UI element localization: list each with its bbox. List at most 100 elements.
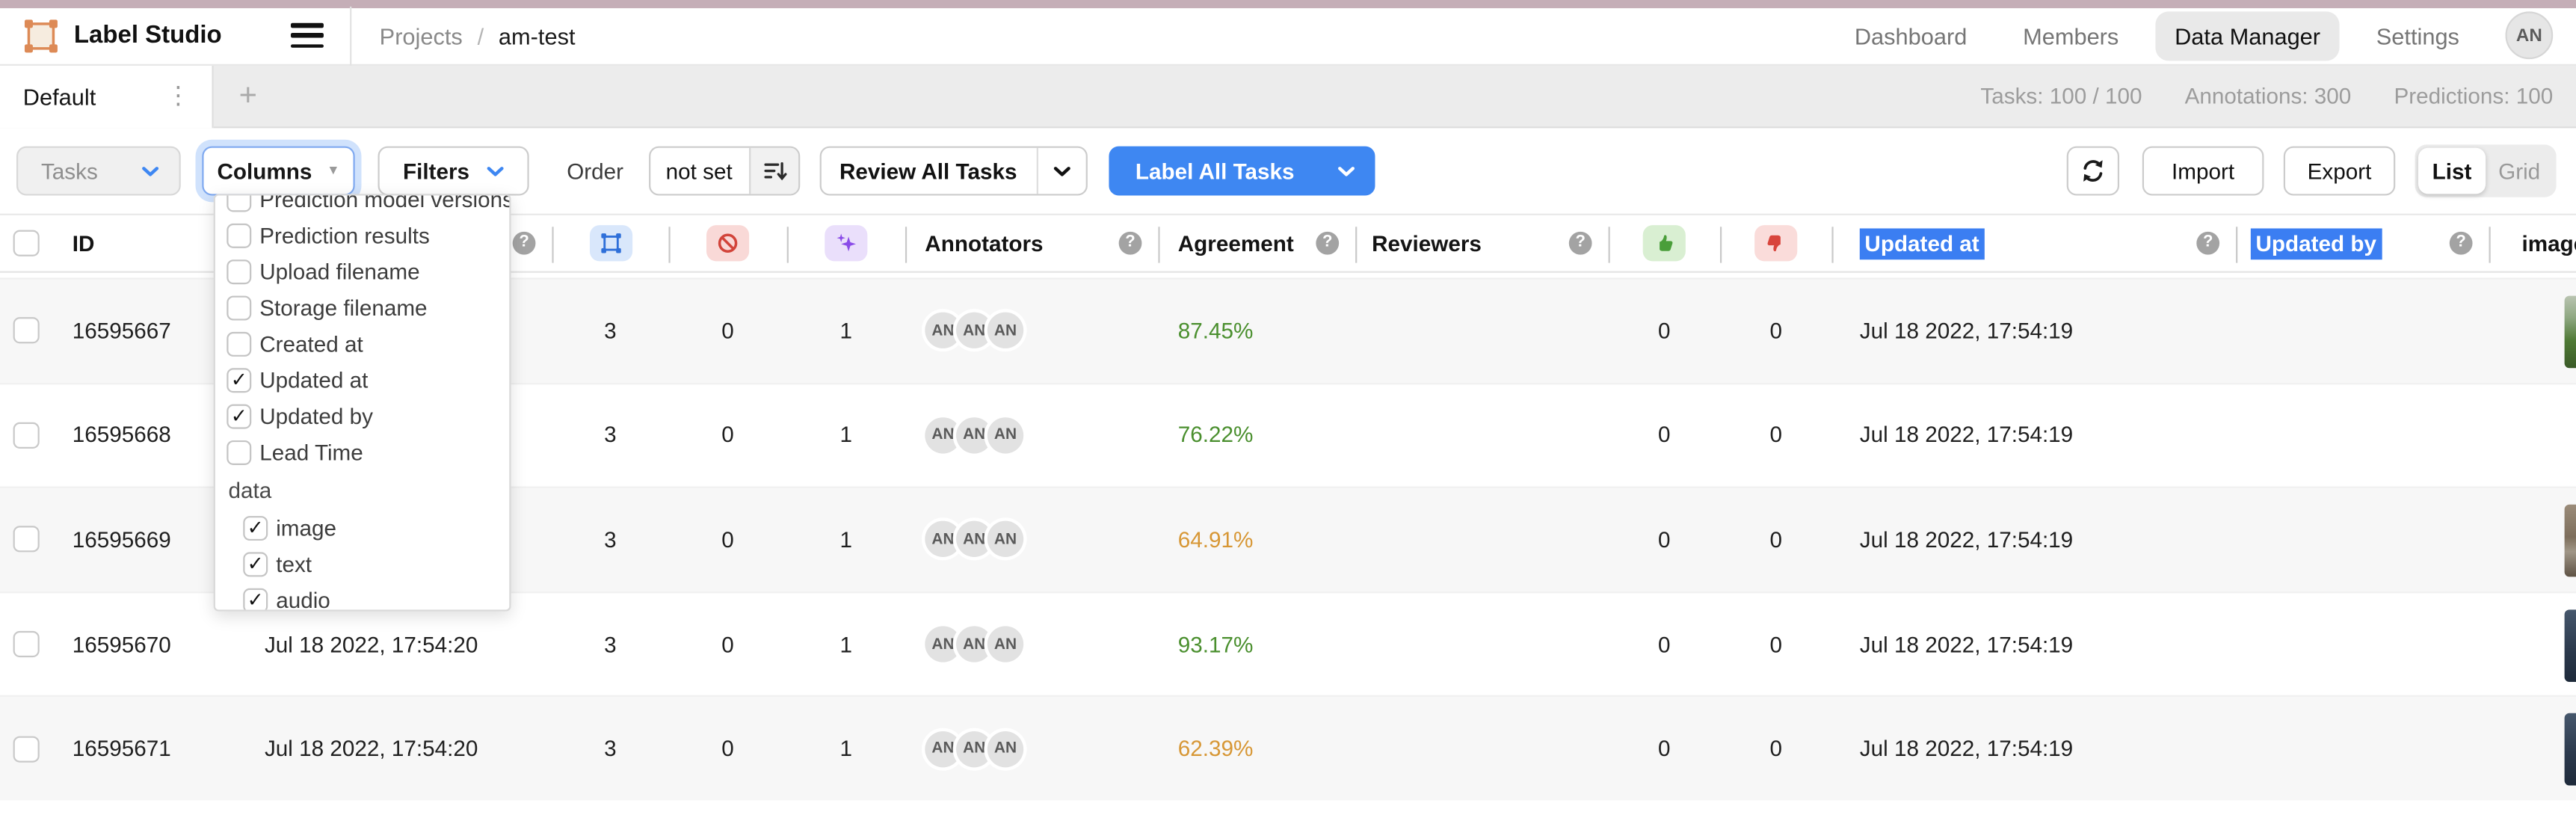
label-studio-logo-icon[interactable] — [23, 18, 59, 54]
select-all-checkbox[interactable] — [13, 230, 40, 256]
label-all-tasks-chevron[interactable] — [1320, 148, 1372, 194]
checkbox-checked-icon[interactable] — [243, 551, 268, 576]
top-strip — [0, 0, 2576, 7]
header-agreement[interactable]: Agreement — [1158, 215, 1355, 271]
header-image[interactable]: image — [2521, 230, 2576, 256]
help-icon[interactable] — [2449, 231, 2473, 255]
cell-id: 16595668 — [72, 422, 171, 448]
refresh-button[interactable] — [2066, 146, 2120, 196]
column-toggle-label: Prediction results — [259, 222, 430, 247]
review-all-tasks-chevron[interactable] — [1035, 147, 1085, 194]
column-toggle-item[interactable]: Lead Time — [215, 434, 509, 470]
cell-checkbox — [13, 698, 53, 801]
row-checkbox[interactable] — [13, 526, 40, 553]
column-toggle-item[interactable]: Prediction model versions — [215, 195, 509, 218]
help-icon[interactable] — [1316, 231, 1340, 255]
table-row[interactable]: 16595671 Jul 18 2022, 17:54:20 3 0 1 AN AN AN 62… — [0, 695, 2576, 801]
table-row[interactable]: 16595670 Jul 18 2022, 17:54:20 3 0 1 AN AN AN 93… — [0, 591, 2576, 696]
filters-dropdown-button[interactable]: Filters — [378, 146, 529, 196]
order-value-button[interactable]: not set — [648, 146, 800, 196]
row-checkbox[interactable] — [13, 735, 40, 763]
add-view-tab-button[interactable] — [232, 80, 265, 113]
nav-data-manager[interactable]: Data Manager — [2154, 10, 2341, 61]
annotator-avatar: AN — [987, 731, 1024, 767]
header-cancelled-annotations[interactable] — [668, 215, 786, 271]
export-button[interactable]: Export — [2283, 146, 2396, 196]
hamburger-menu-icon[interactable] — [290, 22, 324, 49]
header-reviewers[interactable]: Reviewers — [1355, 215, 1608, 271]
help-icon[interactable] — [512, 231, 536, 255]
label-all-tasks-button[interactable]: Label All Tasks — [1108, 146, 1375, 196]
checkbox-checked-icon[interactable] — [243, 587, 268, 610]
column-toggle-item[interactable]: image — [215, 509, 509, 545]
checkbox-unchecked-icon[interactable] — [227, 330, 252, 356]
tab-kebab-menu-icon[interactable] — [161, 84, 195, 108]
stat-tasks: Tasks: 100 / 100 — [1980, 84, 2142, 109]
row-checkbox[interactable] — [13, 631, 40, 658]
nav-members[interactable]: Members — [2023, 22, 2119, 49]
column-toggle-item[interactable]: Updated by — [215, 398, 509, 434]
column-toggle-label: Updated at — [259, 367, 369, 393]
cell-updated-at: Jul 18 2022, 17:54:19 — [1859, 422, 2074, 448]
checkbox-checked-icon[interactable] — [243, 514, 268, 540]
header-annotations-count[interactable] — [552, 215, 668, 271]
column-toggle-label: Created at — [259, 330, 363, 356]
cell-checkbox — [13, 488, 53, 591]
annotator-avatar: AN — [956, 313, 993, 349]
nav-dashboard[interactable]: Dashboard — [1854, 22, 1968, 49]
annotator-avatar: AN — [956, 521, 993, 559]
cell-accepted-count: 0 — [1657, 318, 1671, 343]
help-icon[interactable] — [2196, 231, 2220, 255]
annotator-avatar: AN — [956, 731, 993, 767]
header-completed[interactable] — [214, 215, 552, 271]
header-predictions[interactable] — [787, 215, 905, 271]
row-checkbox[interactable] — [13, 422, 40, 449]
column-toggle-item[interactable]: audio — [215, 582, 509, 610]
view-toggle-list[interactable]: List — [2418, 147, 2486, 194]
tasks-dropdown-button[interactable]: Tasks — [16, 146, 181, 196]
column-toggle-item[interactable]: Updated at — [215, 361, 509, 397]
cell-updated-at: Jul 18 2022, 17:54:19 — [1859, 318, 2074, 343]
annotations-count-icon — [588, 225, 632, 262]
help-icon[interactable] — [1568, 231, 1592, 255]
sort-order-icon[interactable] — [748, 147, 798, 194]
column-toggle-item[interactable]: Storage filename — [215, 289, 509, 325]
checkbox-checked-icon[interactable] — [227, 367, 252, 393]
header-updated-at[interactable]: Updated at — [1831, 215, 2236, 271]
cell-annotations-count: 3 — [604, 422, 617, 448]
help-icon[interactable] — [1118, 231, 1142, 255]
view-tab-default[interactable]: Default — [0, 64, 214, 128]
nav-settings[interactable]: Settings — [2376, 22, 2459, 49]
columns-dropdown-button[interactable]: Columns — [202, 146, 355, 196]
label-all-tasks-label: Label All Tasks — [1135, 159, 1295, 184]
checkbox-unchecked-icon[interactable] — [227, 295, 252, 320]
column-toggle-item[interactable]: Created at — [215, 325, 509, 361]
cell-annotations-count: 3 — [604, 318, 617, 343]
header-id[interactable]: ID — [72, 230, 95, 256]
checkbox-unchecked-icon[interactable] — [227, 439, 252, 464]
checkbox-checked-icon[interactable] — [227, 403, 252, 428]
cell-accepted-count: 0 — [1657, 422, 1671, 448]
header-annotators[interactable]: Annotators — [905, 215, 1158, 271]
column-toggle-item[interactable]: Prediction results — [215, 217, 509, 253]
header-reviews-accepted[interactable] — [1609, 215, 1720, 271]
user-avatar[interactable]: AN — [2505, 11, 2554, 60]
view-toggle-grid[interactable]: Grid — [2498, 159, 2541, 184]
checkbox-unchecked-icon[interactable] — [227, 259, 252, 284]
header-reviews-rejected[interactable] — [1720, 215, 1831, 271]
breadcrumb-projects-link[interactable]: Projects — [379, 22, 463, 49]
checkbox-unchecked-icon[interactable] — [227, 222, 252, 247]
column-toggle-item[interactable]: text — [215, 546, 509, 582]
review-all-tasks-button[interactable]: Review All Tasks — [819, 146, 1087, 196]
header-updated-by[interactable]: Updated by — [2236, 215, 2489, 271]
column-toggle-label: text — [276, 551, 312, 576]
checkbox-unchecked-icon[interactable] — [227, 195, 252, 212]
cell-predictions-count: 1 — [839, 422, 853, 448]
column-toggle-item[interactable]: Upload filename — [215, 253, 509, 289]
cell-cancelled-count: 0 — [721, 736, 734, 761]
triangle-down-icon — [327, 164, 339, 178]
columns-dropdown-label: Columns — [217, 159, 312, 184]
import-button[interactable]: Import — [2142, 146, 2264, 196]
row-checkbox[interactable] — [13, 317, 40, 344]
column-divider — [1158, 227, 1160, 263]
